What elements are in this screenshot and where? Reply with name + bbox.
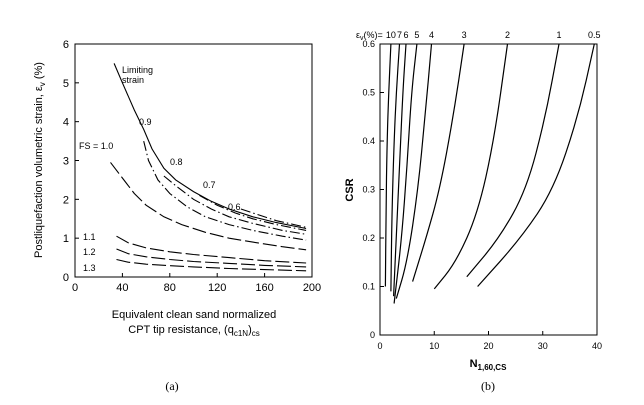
b-series-line-6	[433, 43, 509, 290]
panel-a-xlabel-sub: c1N	[234, 329, 248, 338]
panel-a-ticks: 0 40 80 120 160 200 0 1 2 3 4 5 6	[63, 39, 321, 294]
b-series-label-7: 1	[557, 30, 562, 40]
panel-b-caption: (b)	[481, 379, 495, 393]
panel-b-xlabel-sub: 1,60,CS	[478, 363, 508, 372]
b-series-line-8	[477, 43, 595, 287]
b-ytick-label-1: 0.1	[362, 282, 375, 292]
a-series-label-4: 0.7	[203, 180, 216, 190]
b-series-label-3: 5	[414, 30, 419, 40]
svg-text:Postliquefaction volumetric st: Postliquefaction volumetric strain, εv (…	[33, 62, 47, 258]
b-xtick-label-4: 40	[592, 341, 602, 351]
a-ytick-label-4: 4	[63, 117, 69, 129]
a-series-line-6	[116, 235, 307, 264]
a-series-line-8	[116, 258, 307, 272]
a-series-label-2: 0.9	[139, 117, 152, 127]
a-series-line-2	[143, 140, 307, 241]
panel-b-legend-suffix: (%)=	[364, 30, 383, 40]
panel-a-ylabel-text: Postliquefaction volumetric strain, ε	[33, 86, 45, 258]
a-series-line-7	[116, 248, 307, 268]
b-series-line-4	[395, 43, 433, 299]
panel-a-ylabel: Postliquefaction volumetric strain, εv (…	[33, 62, 47, 258]
panel-b-ticks: 0 10 20 30 40 0 0.1 0.2 0.3 0.4 0.5 0.6	[362, 39, 602, 351]
a-series-label-0: Limiting	[122, 65, 153, 75]
panel-a-ylabel-unit: (%)	[33, 62, 45, 82]
a-series-label-6: 1.1	[83, 232, 96, 242]
b-series-line-5	[412, 43, 465, 282]
a-ytick-label-6: 6	[63, 39, 69, 51]
panel-b-xlabel: N1,60,CS	[470, 358, 508, 372]
b-ytick-label-3: 0.3	[362, 185, 375, 195]
panel-b-curve-labels: 10 7 6 5 4 3 2 1 0.5	[386, 30, 601, 40]
b-series-label-1: 7	[397, 30, 402, 40]
a-series-line-0	[113, 63, 307, 230]
panel-b-legend-eps: ε	[356, 30, 360, 40]
panel-b-xlabel-text: N	[470, 358, 478, 370]
b-series-line-7	[466, 43, 560, 278]
a-xtick-label-2: 80	[164, 282, 176, 294]
plot-a-frame	[74, 43, 313, 278]
b-xtick-label-3: 30	[538, 341, 548, 351]
panel-a-xlabel-sub2: cs	[252, 329, 260, 338]
b-ytick-label-0: 0	[370, 330, 375, 340]
a-xtick-label-5: 200	[303, 282, 321, 294]
panel-b-ylabel: CSR	[344, 178, 356, 201]
panel-a-caption: (a)	[165, 379, 178, 393]
a-series-line-1	[110, 162, 307, 251]
a-series-label-0-1: strain	[122, 75, 144, 85]
a-series-line-4	[199, 194, 307, 231]
a-ytick-label-5: 5	[63, 78, 69, 90]
b-series-label-6: 2	[505, 30, 510, 40]
a-series-label-5: 0.6	[228, 202, 241, 212]
a-xtick-label-0: 0	[72, 282, 78, 294]
panel-b-legend-prefix: εv(%)=	[356, 30, 383, 42]
a-xtick-label-1: 40	[116, 282, 128, 294]
panel-a-series	[110, 63, 307, 272]
b-series-label-5: 3	[462, 30, 467, 40]
b-ytick-label-6: 0.6	[362, 39, 375, 49]
panel-b-series	[384, 43, 595, 304]
panel-a-xlabel-line1: Equivalent clean sand normalized	[112, 309, 277, 321]
a-xtick-label-3: 120	[208, 282, 226, 294]
panel-b-legend-sub: v	[360, 35, 364, 42]
panel-a-xlabel-end: )	[248, 324, 252, 336]
b-series-label-0: 10	[386, 30, 396, 40]
b-xtick-label-2: 20	[483, 341, 493, 351]
panel-a-xlabel-line2-text: CPT tip resistance, (q	[128, 324, 234, 336]
b-ytick-label-5: 0.5	[362, 88, 375, 98]
a-series-label-7: 1.2	[83, 247, 96, 257]
b-series-label-2: 6	[404, 30, 409, 40]
b-series-label-8: 0.5	[588, 30, 601, 40]
b-series-line-2	[393, 43, 407, 297]
b-ytick-label-2: 0.2	[362, 233, 375, 243]
a-series-label-8: 1.3	[83, 263, 96, 273]
a-ytick-label-0: 0	[63, 272, 69, 284]
b-series-line-1	[390, 43, 401, 292]
panel-a-ylabel-sub: v	[38, 82, 47, 86]
a-series-line-5	[240, 208, 307, 228]
b-xtick-label-1: 10	[429, 341, 439, 351]
b-series-line-3	[393, 43, 418, 304]
a-series-label-3: 0.8	[170, 157, 183, 167]
a-ytick-label-1: 1	[63, 233, 69, 245]
b-series-line-0	[384, 43, 392, 287]
a-xtick-label-4: 160	[255, 282, 273, 294]
a-ytick-label-2: 2	[63, 194, 69, 206]
a-series-line-3	[163, 175, 307, 235]
a-ytick-label-3: 3	[63, 156, 69, 168]
b-ytick-label-4: 0.4	[362, 136, 375, 146]
b-series-label-4: 4	[429, 30, 434, 40]
b-xtick-label-0: 0	[377, 341, 382, 351]
panel-a-xlabel-line2: CPT tip resistance, (qc1N)cs	[128, 324, 259, 338]
a-series-label-1: FS = 1.0	[79, 141, 113, 151]
